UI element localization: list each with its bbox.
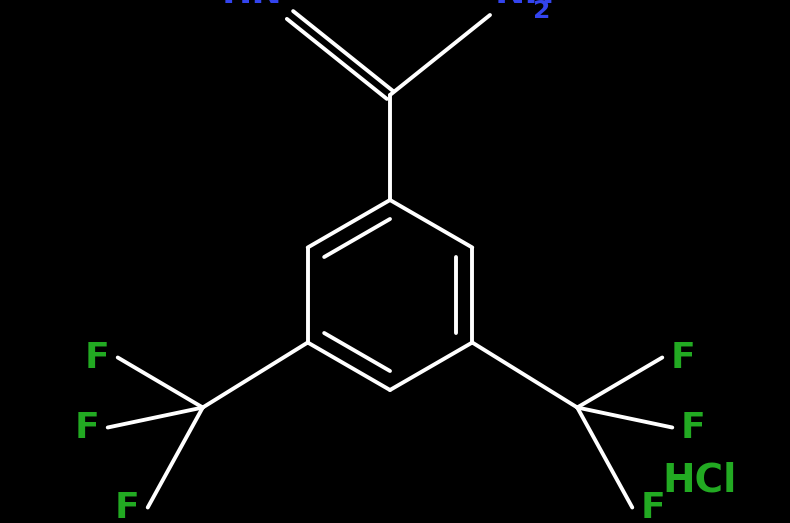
Text: HN: HN <box>221 0 282 10</box>
Text: HCl: HCl <box>663 461 737 499</box>
Text: F: F <box>115 491 140 523</box>
Text: F: F <box>670 340 695 374</box>
Text: F: F <box>85 340 110 374</box>
Text: F: F <box>640 491 665 523</box>
Text: NH: NH <box>495 0 555 10</box>
Text: F: F <box>680 411 705 445</box>
Text: 2: 2 <box>533 0 551 23</box>
Text: F: F <box>75 411 100 445</box>
